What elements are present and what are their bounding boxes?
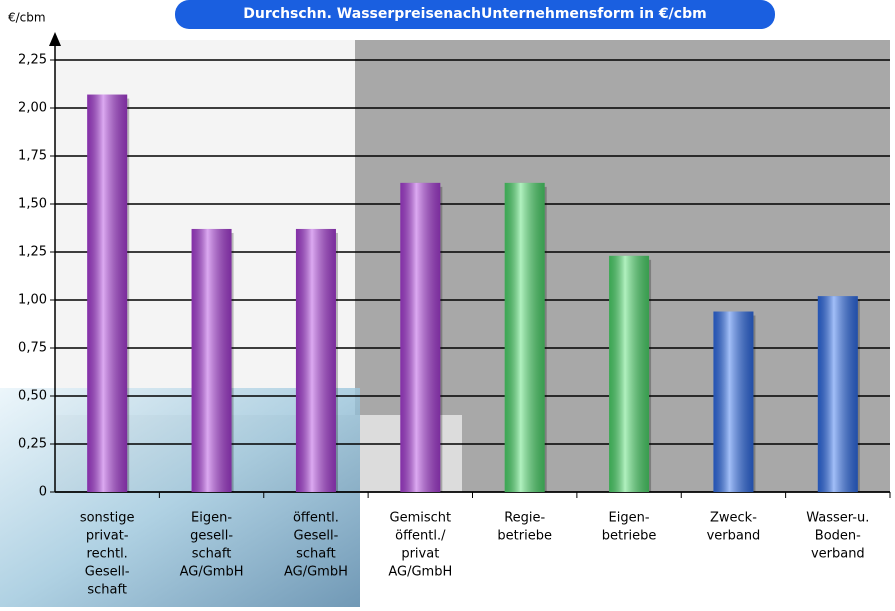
x-tick-label: schaft (296, 547, 336, 562)
y-axis-arrow (49, 32, 61, 46)
x-tick-label: verband (811, 547, 865, 562)
y-tick-label: 2,25 (18, 53, 47, 68)
x-tick-label: privat- (86, 529, 129, 544)
x-tick-label: Wasser-u. (806, 511, 869, 526)
x-tick-label: Gesell- (85, 565, 130, 580)
y-tick-label: 2,00 (18, 101, 47, 116)
chart: Durchschn. WasserpreisenachUnternehmensf… (0, 0, 895, 607)
y-tick-label: 1,00 (18, 293, 47, 308)
x-tick-label: schaft (192, 547, 232, 562)
y-tick-label: 0,25 (18, 437, 47, 452)
x-tick-label: AG/GmbH (388, 565, 452, 580)
x-tick-label: sonstige (80, 511, 135, 526)
x-tick-label: Gemischt (390, 511, 452, 526)
bar-shine (713, 312, 753, 492)
y-tick-label: 1,75 (18, 149, 47, 164)
bar-shine (87, 95, 127, 492)
bar-shine (505, 183, 545, 492)
page: Durchschn. WasserpreisenachUnternehmensf… (0, 0, 895, 607)
x-tick-label: gesell- (190, 529, 233, 544)
x-tick-label: AG/GmbH (180, 565, 244, 580)
x-tick-label: Gesell- (294, 529, 339, 544)
x-tick-label: privat (401, 547, 439, 562)
y-tick-label: 0 (39, 485, 47, 500)
y-axis-label: €/cbm (8, 11, 46, 25)
x-tick-label: Eigen- (191, 511, 232, 526)
y-tick-label: 0,75 (18, 341, 47, 356)
bar-shine (296, 229, 336, 492)
y-tick-label: 1,25 (18, 245, 47, 260)
x-tick-label: Regie- (504, 511, 545, 526)
x-tick-label: betriebe (497, 529, 552, 544)
bar-shine (400, 183, 440, 492)
bar-shine (818, 296, 858, 492)
bar-shine (609, 256, 649, 492)
x-tick-label: verband (707, 529, 761, 544)
x-tick-label: betriebe (602, 529, 657, 544)
y-tick-label: 0,50 (18, 389, 47, 404)
y-tick-label: 1,50 (18, 197, 47, 212)
x-tick-label: schaft (87, 583, 127, 598)
x-tick-label: rechtl. (87, 547, 128, 562)
x-tick-label: öffentl./ (395, 529, 446, 544)
x-tick-label: Zweck- (710, 511, 757, 526)
x-tick-label: Boden- (815, 529, 861, 544)
x-tick-label: öffentl. (293, 511, 339, 526)
x-tick-label: AG/GmbH (284, 565, 348, 580)
x-tick-label: Eigen- (609, 511, 650, 526)
bar-shine (192, 229, 232, 492)
chart-title: Durchschn. WasserpreisenachUnternehmensf… (243, 6, 706, 22)
